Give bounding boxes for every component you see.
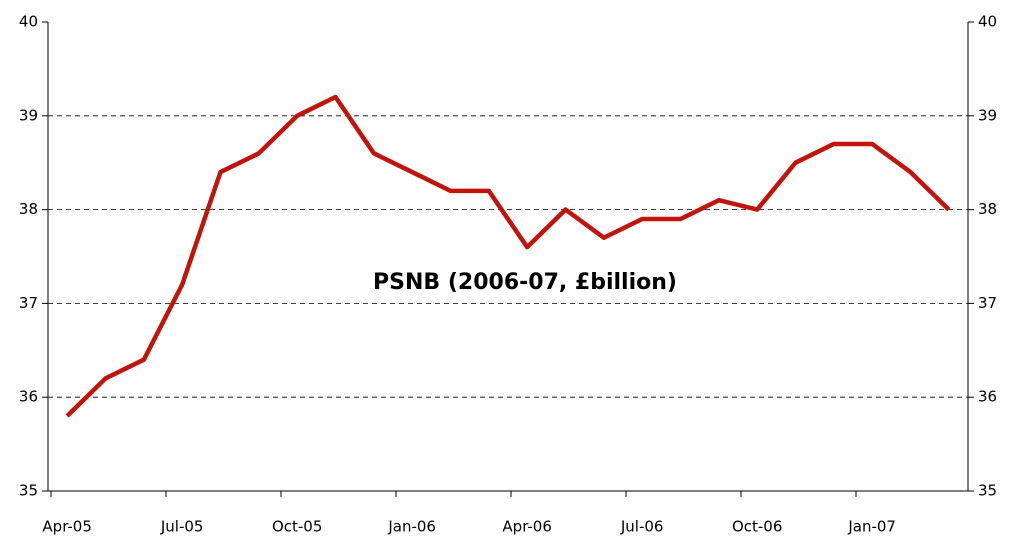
y2-tick-label: 36 <box>978 388 997 406</box>
x-tick-label: Jul-05 <box>160 518 204 536</box>
series-line <box>65 94 951 418</box>
y-tick-label: 37 <box>19 294 38 312</box>
y-tick-label: 36 <box>19 388 38 406</box>
y-tick-label: 38 <box>19 200 38 218</box>
x-tick-label: Oct-05 <box>272 518 322 536</box>
y-tick-label: 39 <box>19 106 38 124</box>
x-tick-label: Jul-06 <box>620 518 664 536</box>
x-tick-label: Apr-05 <box>42 518 92 536</box>
y2-tick-label: 40 <box>978 13 997 31</box>
x-tick-label: Oct-06 <box>732 518 782 536</box>
y2-tick-label: 35 <box>978 482 997 500</box>
x-tick-label: Apr-06 <box>502 518 552 536</box>
y-tick-label: 40 <box>19 13 38 31</box>
x-tick-label: Jan-07 <box>847 518 896 536</box>
y2-tick-label: 38 <box>978 200 997 218</box>
y2-tick-label: 37 <box>978 294 997 312</box>
y-tick-label: 35 <box>19 482 38 500</box>
y2-tick-label: 39 <box>978 106 997 124</box>
chart-title: PSNB (2006-07, £billion) <box>373 270 677 295</box>
x-tick-label: Jan-06 <box>387 518 436 536</box>
